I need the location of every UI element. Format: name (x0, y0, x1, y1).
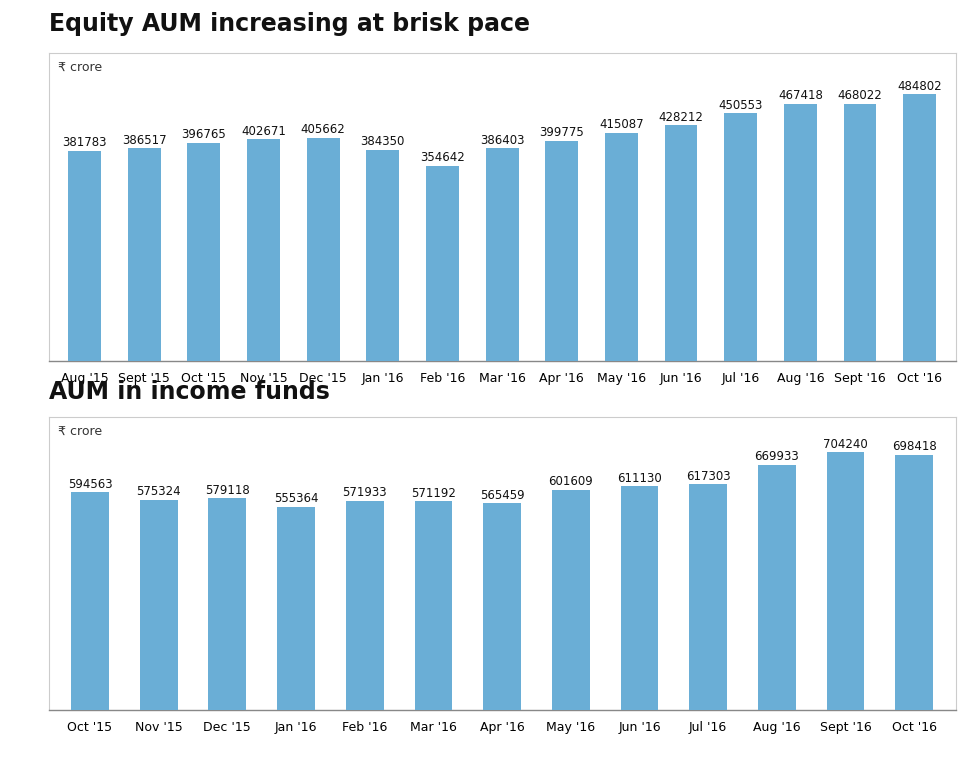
Text: 428212: 428212 (659, 111, 704, 124)
Text: 402671: 402671 (241, 124, 286, 138)
Text: 611130: 611130 (617, 472, 662, 485)
Bar (552, 490, 590, 710)
Text: 450553: 450553 (719, 99, 762, 112)
Bar (139, 499, 177, 710)
Text: 467418: 467418 (778, 90, 823, 102)
Text: 381783: 381783 (62, 137, 107, 150)
Bar (903, 94, 936, 361)
Bar (247, 140, 280, 361)
Bar (277, 507, 315, 710)
Bar (209, 498, 247, 710)
Text: 669933: 669933 (755, 451, 799, 464)
Text: 415087: 415087 (599, 118, 644, 131)
Text: 594563: 594563 (67, 478, 112, 491)
Text: ₹ crore: ₹ crore (58, 62, 102, 75)
Bar (665, 125, 697, 361)
Text: 484802: 484802 (897, 80, 942, 93)
Text: ₹ crore: ₹ crore (58, 427, 102, 439)
Text: 399775: 399775 (539, 127, 584, 140)
Text: 555364: 555364 (274, 493, 318, 505)
Text: 704240: 704240 (823, 438, 868, 451)
Bar (307, 138, 339, 361)
Text: 384350: 384350 (361, 135, 405, 148)
Bar (605, 133, 638, 361)
Text: 354642: 354642 (420, 151, 465, 164)
Bar (545, 141, 578, 361)
Text: 386403: 386403 (480, 134, 525, 146)
Text: 571933: 571933 (342, 487, 387, 499)
Text: Equity AUM increasing at brisk pace: Equity AUM increasing at brisk pace (49, 12, 529, 36)
Text: 571192: 571192 (411, 487, 456, 499)
Bar (484, 503, 521, 710)
Bar (414, 501, 452, 710)
Bar (71, 493, 109, 710)
Text: 617303: 617303 (685, 470, 730, 483)
Text: 405662: 405662 (300, 123, 345, 136)
Bar (128, 148, 161, 361)
Bar (843, 104, 877, 361)
Text: AUM in income funds: AUM in income funds (49, 380, 330, 404)
Bar (724, 113, 758, 361)
Text: 698418: 698418 (892, 440, 937, 453)
Text: 468022: 468022 (838, 89, 882, 102)
Bar (827, 452, 865, 710)
Bar (895, 455, 933, 710)
Text: 579118: 579118 (205, 483, 250, 496)
Text: 386517: 386517 (122, 134, 167, 146)
Text: 396765: 396765 (181, 128, 226, 141)
Bar (486, 149, 519, 361)
Bar (758, 465, 796, 710)
Bar (426, 166, 459, 361)
Bar (784, 104, 817, 361)
Bar (689, 484, 727, 710)
Bar (68, 151, 101, 361)
Bar (367, 150, 399, 361)
Text: 575324: 575324 (136, 485, 181, 498)
Text: 565459: 565459 (480, 489, 525, 502)
Bar (621, 487, 658, 710)
Bar (187, 143, 220, 361)
Text: 601609: 601609 (549, 475, 593, 489)
Bar (346, 501, 383, 710)
